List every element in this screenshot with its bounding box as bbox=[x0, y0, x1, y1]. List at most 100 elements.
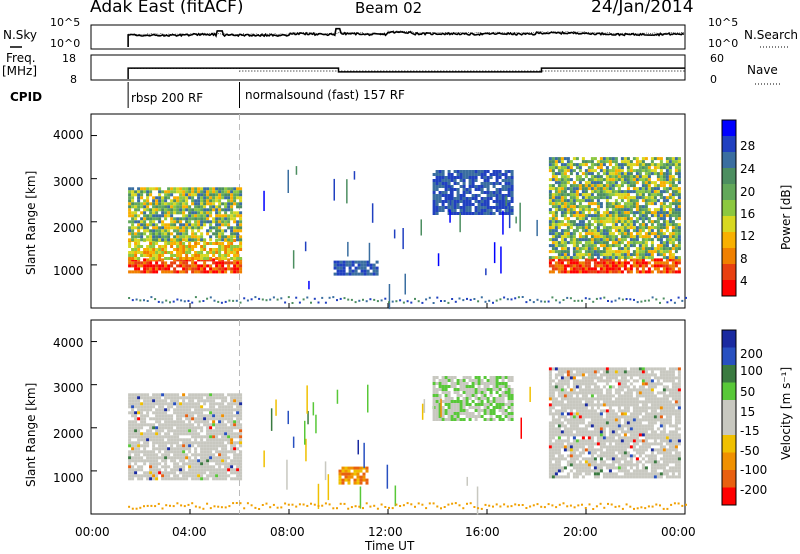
power-cell bbox=[432, 194, 436, 197]
power-cell bbox=[155, 235, 159, 239]
velocity-cell bbox=[629, 445, 633, 449]
power-cell bbox=[137, 226, 141, 230]
velocity-cell bbox=[444, 397, 448, 400]
velocity-cell bbox=[200, 447, 204, 451]
velocity-cell bbox=[239, 462, 243, 466]
velocity-cell bbox=[179, 432, 183, 436]
power-cell bbox=[182, 199, 186, 203]
velocity-cell bbox=[218, 474, 222, 478]
power-cell bbox=[611, 238, 615, 242]
velocity-cell bbox=[230, 420, 234, 424]
velocity-cell bbox=[563, 466, 567, 470]
velocity-cell bbox=[548, 445, 552, 449]
velocity-cell bbox=[140, 468, 144, 472]
power-cell bbox=[140, 238, 144, 242]
velocity-cell bbox=[236, 405, 240, 409]
velocity-cell bbox=[584, 379, 588, 383]
velocity-cell bbox=[557, 439, 561, 443]
power-cell bbox=[224, 251, 228, 254]
power-cell bbox=[674, 229, 678, 233]
velocity-cell bbox=[215, 426, 219, 430]
velocity-cell bbox=[221, 399, 225, 403]
power-cell bbox=[677, 181, 681, 185]
velocity-cell bbox=[444, 379, 448, 382]
power-cell bbox=[665, 169, 669, 173]
power-cell bbox=[179, 211, 183, 215]
power-cell bbox=[197, 202, 201, 206]
velocity-cell bbox=[134, 432, 138, 436]
velocity-cell bbox=[456, 403, 460, 406]
power-cell bbox=[623, 229, 627, 233]
power-cell bbox=[435, 203, 439, 206]
power-cell bbox=[128, 238, 132, 242]
velocity-cell bbox=[191, 465, 195, 469]
power-cell bbox=[650, 241, 654, 245]
power-cell bbox=[668, 184, 672, 188]
power-cell bbox=[641, 220, 645, 224]
velocity-cell bbox=[143, 396, 147, 400]
velocity-cell bbox=[179, 402, 183, 406]
power-cell bbox=[662, 223, 666, 227]
power-cell bbox=[239, 226, 243, 230]
velocity-cell bbox=[623, 454, 627, 458]
power-cell bbox=[465, 170, 469, 173]
power-cell bbox=[566, 232, 570, 236]
velocity-cell bbox=[137, 429, 141, 433]
velocity-cell bbox=[233, 444, 237, 448]
velocity-cell bbox=[230, 468, 234, 472]
velocity-cell bbox=[365, 478, 369, 482]
velocity-cell bbox=[131, 471, 135, 475]
velocity-cell bbox=[143, 450, 147, 454]
power-cell bbox=[441, 209, 445, 212]
power-cell bbox=[638, 178, 642, 182]
power-cell bbox=[462, 212, 466, 215]
power-cell bbox=[632, 205, 636, 209]
power-cell bbox=[566, 178, 570, 182]
velocity-cell bbox=[581, 406, 585, 410]
velocity-cell bbox=[599, 379, 603, 383]
velocity-cell bbox=[161, 411, 165, 415]
power-cell bbox=[140, 202, 144, 206]
power-cell bbox=[653, 166, 657, 170]
velocity-cell bbox=[191, 423, 195, 427]
velocity-cell bbox=[173, 438, 177, 442]
power-cell bbox=[167, 270, 171, 274]
power-cell bbox=[629, 256, 633, 260]
power-cell bbox=[131, 193, 135, 197]
velocity-cell bbox=[611, 424, 615, 428]
power-cell bbox=[605, 229, 609, 233]
velocity-cell bbox=[185, 405, 189, 409]
power-cell bbox=[143, 226, 147, 230]
freq-right-tick-bottom: 0 bbox=[710, 73, 717, 86]
power-cell bbox=[560, 187, 564, 191]
velocity-cell bbox=[233, 435, 237, 439]
velocity-cell bbox=[194, 471, 198, 475]
velocity-cell bbox=[143, 459, 147, 463]
power-cell bbox=[176, 187, 180, 191]
power-cell bbox=[668, 211, 672, 215]
velocity-cell bbox=[605, 475, 609, 479]
velocity-cell bbox=[215, 423, 219, 427]
power-cell bbox=[581, 199, 585, 203]
power-cell bbox=[188, 211, 192, 215]
velocity-cell bbox=[578, 442, 582, 446]
power-cell bbox=[578, 253, 582, 257]
power-cell bbox=[161, 190, 165, 194]
power-cell bbox=[164, 232, 168, 236]
velocity-cell bbox=[501, 379, 505, 382]
velocity-cell bbox=[230, 471, 234, 475]
power-cell bbox=[608, 184, 612, 188]
power-cell bbox=[575, 187, 579, 191]
power-cell bbox=[477, 194, 481, 197]
power-cell bbox=[563, 253, 567, 257]
velocity-cell bbox=[572, 466, 576, 470]
power-cell bbox=[149, 245, 153, 248]
power-cell bbox=[662, 264, 666, 268]
power-cell bbox=[575, 196, 579, 200]
power-cell bbox=[602, 223, 606, 227]
velocity-cell bbox=[626, 451, 630, 455]
power-cell bbox=[215, 199, 219, 203]
power-cell bbox=[339, 266, 343, 270]
power-cell bbox=[653, 220, 657, 224]
power-cell bbox=[650, 229, 654, 233]
